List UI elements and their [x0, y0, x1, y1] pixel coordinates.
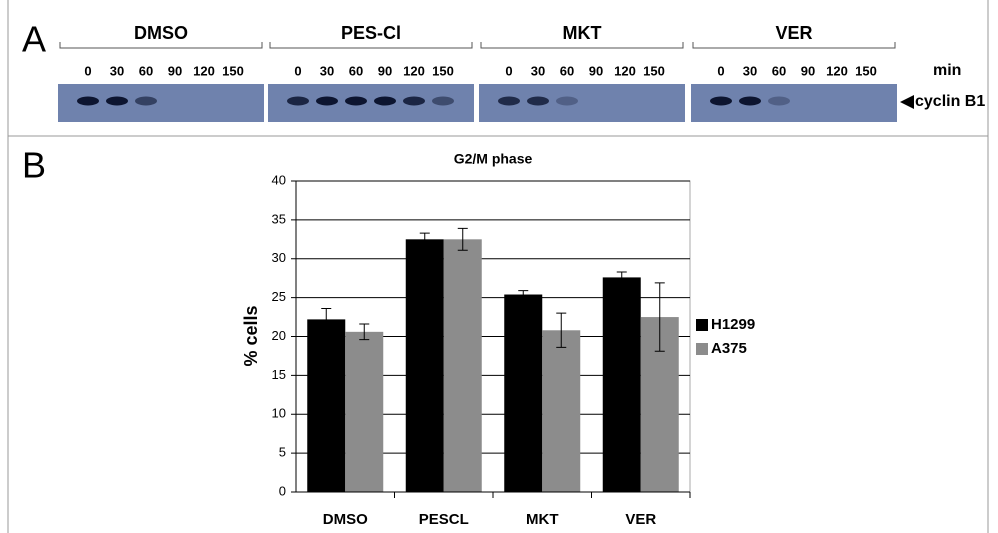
time-label: 30	[320, 63, 334, 78]
time-label: 150	[855, 63, 877, 78]
band	[135, 97, 157, 106]
time-label: 0	[717, 63, 724, 78]
bar	[345, 332, 383, 492]
band	[498, 97, 520, 106]
time-label: 90	[168, 63, 182, 78]
group-label: DMSO	[134, 23, 188, 43]
chart-title: G2/M phase	[454, 151, 533, 167]
band	[287, 97, 309, 106]
band	[374, 97, 396, 106]
bar	[504, 295, 542, 492]
legend-swatch	[696, 319, 708, 331]
band	[316, 97, 338, 106]
band	[432, 97, 454, 106]
bar	[444, 239, 482, 492]
time-label: 120	[403, 63, 425, 78]
band	[403, 97, 425, 106]
time-label: 60	[349, 63, 363, 78]
time-unit: min	[933, 62, 961, 79]
group-label: MKT	[563, 23, 602, 43]
band	[106, 97, 128, 106]
band	[527, 97, 549, 106]
time-label: 0	[505, 63, 512, 78]
group-bracket	[481, 42, 683, 48]
time-label: 30	[743, 63, 757, 78]
time-label: 120	[826, 63, 848, 78]
time-label: 150	[432, 63, 454, 78]
figure: A min cyclin B1 B G2/M phase % cells DMS…	[0, 0, 998, 533]
time-label: 0	[84, 63, 91, 78]
bar	[542, 330, 580, 492]
time-label: 150	[222, 63, 244, 78]
group-bracket	[693, 42, 895, 48]
band	[710, 97, 732, 106]
panel-a-label: A	[22, 19, 46, 60]
y-tick-label: 40	[272, 172, 286, 187]
y-tick-label: 0	[279, 483, 286, 498]
time-label: 30	[531, 63, 545, 78]
legend-swatch	[696, 343, 708, 355]
legend-label: H1299	[711, 316, 755, 333]
legend-label: A375	[711, 340, 747, 357]
time-label: 60	[139, 63, 153, 78]
bar	[603, 277, 641, 492]
y-tick-label: 15	[272, 367, 286, 382]
band	[345, 97, 367, 106]
time-label: 150	[643, 63, 665, 78]
marker-label: cyclin B1	[915, 93, 985, 110]
x-tick-label: DMSO	[323, 511, 368, 528]
x-tick-label: PESCL	[419, 511, 469, 528]
y-tick-label: 20	[272, 328, 286, 343]
time-label: 120	[193, 63, 215, 78]
time-label: 120	[614, 63, 636, 78]
y-tick-label: 25	[272, 289, 286, 304]
x-tick-label: MKT	[526, 511, 559, 528]
group-label: VER	[775, 23, 812, 43]
group-bracket	[270, 42, 472, 48]
y-tick-label: 10	[272, 406, 286, 421]
band	[556, 97, 578, 106]
group-bracket	[60, 42, 262, 48]
bar	[307, 319, 345, 492]
band	[768, 97, 790, 106]
x-tick-label: VER	[625, 511, 656, 528]
time-label: 90	[378, 63, 392, 78]
time-label: 60	[772, 63, 786, 78]
time-label: 90	[801, 63, 815, 78]
time-label: 0	[294, 63, 301, 78]
bar	[406, 239, 444, 492]
group-label: PES-Cl	[341, 23, 401, 43]
y-tick-label: 35	[272, 211, 286, 226]
panel-b-label: B	[22, 145, 46, 186]
time-label: 30	[110, 63, 124, 78]
band	[739, 97, 761, 106]
y-tick-label: 30	[272, 250, 286, 265]
time-label: 90	[589, 63, 603, 78]
band	[77, 97, 99, 106]
y-tick-label: 5	[279, 445, 286, 460]
y-axis-label: % cells	[241, 305, 261, 366]
marker-arrow	[900, 95, 914, 109]
time-label: 60	[560, 63, 574, 78]
